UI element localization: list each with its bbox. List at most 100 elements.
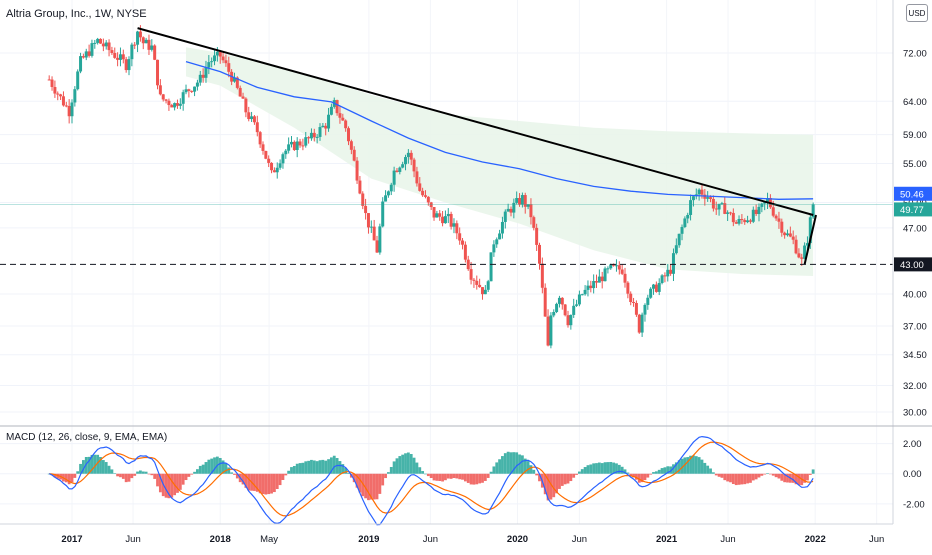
macd-histogram-bar xyxy=(284,473,288,476)
macd-histogram-bar xyxy=(612,462,616,474)
candle-body xyxy=(372,226,376,241)
candle-body xyxy=(224,60,228,64)
macd-histogram-bar xyxy=(235,473,239,479)
candle-body xyxy=(99,38,103,44)
candle-body xyxy=(603,268,607,282)
candle-body xyxy=(726,212,730,214)
candle-body xyxy=(384,195,388,202)
macd-histogram-bar xyxy=(392,461,396,474)
macd-histogram-bar xyxy=(119,473,122,478)
macd-histogram-bar xyxy=(498,459,501,474)
currency-badge[interactable]: USD xyxy=(906,4,928,22)
macd-histogram-bar xyxy=(674,462,678,474)
macd-histogram-bar xyxy=(258,473,262,494)
candle-body xyxy=(483,289,487,295)
macd-histogram-bar xyxy=(287,470,291,474)
macd-histogram-bar xyxy=(141,471,145,474)
macd-histogram-bar xyxy=(381,473,385,486)
candle-body xyxy=(512,202,516,213)
macd-histogram-bar xyxy=(424,473,427,475)
macd-histogram-bar xyxy=(233,473,236,475)
macd-histogram-bar xyxy=(330,457,333,474)
macd-histogram-bar xyxy=(737,473,741,485)
macd-histogram-bar xyxy=(452,473,456,479)
macd-histogram-bar xyxy=(130,473,134,479)
macd-histogram-bar xyxy=(632,473,635,478)
x-tick-label: Jun xyxy=(720,534,735,545)
candle-body xyxy=(324,125,328,129)
macd-histogram-bar xyxy=(241,473,245,485)
candle-body xyxy=(118,54,122,60)
macd-histogram-bar xyxy=(73,473,77,478)
candle-body xyxy=(96,38,100,43)
candle-body xyxy=(93,42,97,44)
candle-body xyxy=(406,152,410,158)
candle-body xyxy=(401,164,405,168)
macd-histogram-bar xyxy=(466,473,470,483)
candle-body xyxy=(771,207,775,216)
macd-histogram-bar xyxy=(275,473,279,489)
candle-body xyxy=(520,195,524,205)
y-tick-label: 34.50 xyxy=(903,350,927,361)
candle-body xyxy=(480,287,484,295)
macd-histogram-bar xyxy=(592,463,596,474)
moving-average-layer xyxy=(185,60,814,200)
macd-title: MACD (12, 26, close, 9, EMA, EMA) xyxy=(6,432,168,443)
x-tick-label: 2019 xyxy=(358,534,379,545)
macd-histogram-bar xyxy=(133,473,137,476)
candle-body xyxy=(686,214,690,219)
candle-body xyxy=(498,233,502,240)
macd-histogram-bar xyxy=(486,473,490,478)
macd-histogram-bar xyxy=(304,461,308,474)
macd-histogram-bar xyxy=(458,473,462,480)
macd-histogram-bar xyxy=(415,462,419,474)
macd-histogram-bar xyxy=(295,463,299,474)
candle-body xyxy=(577,294,581,305)
macd-histogram-bar xyxy=(734,473,738,486)
candle-body xyxy=(535,227,539,245)
macd-histogram-bar xyxy=(683,457,687,474)
macd-histogram-bar xyxy=(281,473,285,480)
candle-body xyxy=(800,257,804,259)
macd-histogram-bar xyxy=(221,460,225,474)
macd-layer xyxy=(47,435,815,526)
candle-body xyxy=(315,136,319,138)
macd-histogram-bar xyxy=(515,452,519,474)
macd-histogram-bar xyxy=(56,473,60,479)
candle-body xyxy=(392,170,396,185)
macd-histogram-bar xyxy=(164,473,168,498)
macd-histogram-bar xyxy=(367,473,370,501)
candle-body xyxy=(170,105,174,108)
candle-body xyxy=(748,220,752,222)
candle-body xyxy=(489,252,493,282)
candle-body xyxy=(335,100,339,114)
macd-histogram-bar xyxy=(404,453,407,474)
macd-histogram-bar xyxy=(686,457,690,474)
candle-body xyxy=(660,275,664,283)
macd-histogram-bar xyxy=(364,473,368,499)
macd-histogram-bar xyxy=(672,464,675,474)
macd-histogram-bar xyxy=(107,465,111,474)
macd-histogram-bar xyxy=(412,457,416,474)
macd-histogram-bar xyxy=(87,456,91,474)
macd-histogram-bar xyxy=(492,466,496,474)
candle-body xyxy=(355,160,359,181)
price-label-bg xyxy=(894,202,932,217)
candle-body xyxy=(47,79,51,81)
candle-body xyxy=(50,79,54,87)
macd-histogram-bar xyxy=(90,454,94,474)
candle-body xyxy=(127,59,131,71)
macd-histogram-bar xyxy=(196,469,199,474)
macd-histogram-bar xyxy=(84,457,88,474)
y-tick-label: 72.00 xyxy=(903,49,927,60)
macd-histogram-bar xyxy=(669,466,673,474)
macd-histogram-bar xyxy=(178,473,182,490)
candle-body xyxy=(56,93,60,95)
x-tick-label: 2022 xyxy=(805,534,826,545)
macd-histogram-bar xyxy=(469,473,473,485)
candle-body xyxy=(158,85,162,95)
moving-average-line xyxy=(185,60,814,200)
candle-body xyxy=(218,51,222,57)
